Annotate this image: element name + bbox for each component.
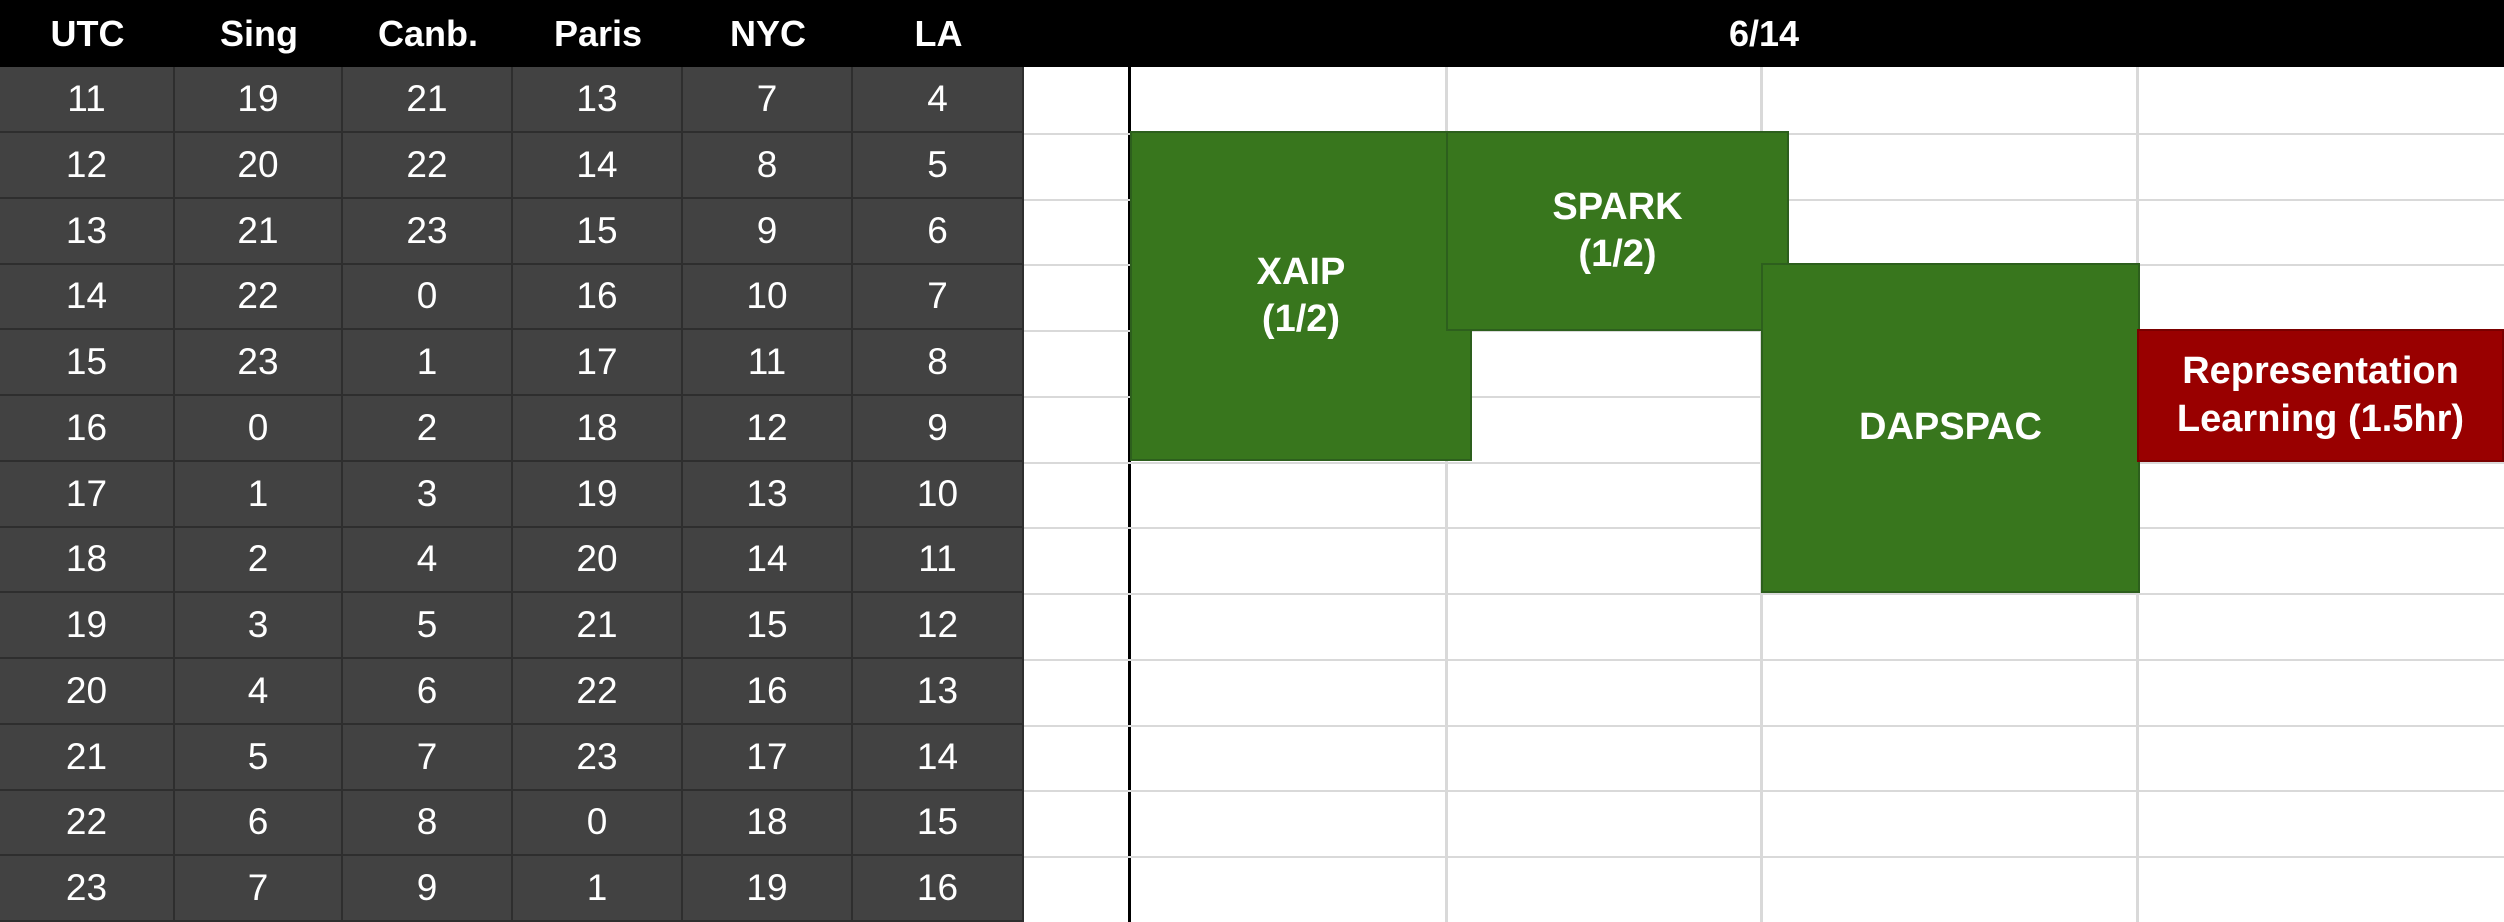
time-cell-nyc: 16 <box>683 659 853 725</box>
time-cell-la: 9 <box>853 396 1024 462</box>
time-cell-sing: 0 <box>175 396 343 462</box>
time-cell-utc: 22 <box>0 790 175 856</box>
time-cell-sing: 3 <box>175 593 343 659</box>
time-cell-canberra: 21 <box>343 67 513 133</box>
time-cell-paris: 17 <box>513 330 683 396</box>
time-cell-paris: 14 <box>513 133 683 199</box>
time-cell-la: 14 <box>853 725 1024 791</box>
header-date: 6/14 <box>1728 12 1800 54</box>
time-cell-utc: 18 <box>0 527 175 593</box>
time-cell-canberra: 1 <box>343 330 513 396</box>
header-canberra: Canb. <box>377 12 478 54</box>
time-cell-paris: 23 <box>513 725 683 791</box>
grid-row-line <box>1024 659 2504 661</box>
time-cell-utc: 21 <box>0 725 175 791</box>
time-cell-nyc: 19 <box>683 856 853 922</box>
time-cell-canberra: 8 <box>343 790 513 856</box>
time-cell-la: 8 <box>853 330 1024 396</box>
time-cell-nyc: 18 <box>683 790 853 856</box>
time-cell-sing: 4 <box>175 659 343 725</box>
time-cell-paris: 16 <box>513 264 683 330</box>
time-cell-utc: 11 <box>0 67 175 133</box>
time-cell-utc: 20 <box>0 659 175 725</box>
header-sing: Sing <box>220 12 298 54</box>
header-nyc: NYC <box>729 12 806 54</box>
time-cell-sing: 21 <box>175 199 343 265</box>
event-dapspac[interactable]: DAPSPAC <box>1761 263 2140 593</box>
time-cell-utc: 17 <box>0 462 175 528</box>
time-cell-nyc: 11 <box>683 330 853 396</box>
time-cell-canberra: 7 <box>343 725 513 791</box>
time-cell-la: 12 <box>853 593 1024 659</box>
time-cell-sing: 19 <box>175 67 343 133</box>
time-cell-canberra: 9 <box>343 856 513 922</box>
time-cell-nyc: 7 <box>683 67 853 133</box>
time-cell-canberra: 6 <box>343 659 513 725</box>
time-cell-sing: 1 <box>175 462 343 528</box>
schedule-grid: XAIP (1/2) SPARK (1/2) DAPSPAC Represent… <box>1024 67 2504 922</box>
grid-row-line <box>1024 725 2504 727</box>
event-spark[interactable]: SPARK (1/2) <box>1446 131 1789 331</box>
time-cell-sing: 5 <box>175 725 343 791</box>
time-cell-nyc: 17 <box>683 725 853 791</box>
time-cell-canberra: 2 <box>343 396 513 462</box>
grid-row-line <box>1024 856 2504 858</box>
time-cell-canberra: 3 <box>343 462 513 528</box>
time-cell-utc: 14 <box>0 264 175 330</box>
time-cell-la: 11 <box>853 527 1024 593</box>
time-cell-paris: 21 <box>513 593 683 659</box>
time-cell-paris: 1 <box>513 856 683 922</box>
time-cell-sing: 6 <box>175 790 343 856</box>
time-cell-canberra: 22 <box>343 133 513 199</box>
time-cell-utc: 15 <box>0 330 175 396</box>
time-cell-la: 15 <box>853 790 1024 856</box>
time-cell-nyc: 12 <box>683 396 853 462</box>
time-cell-sing: 20 <box>175 133 343 199</box>
time-cell-la: 4 <box>853 67 1024 133</box>
time-cell-la: 7 <box>853 264 1024 330</box>
time-cell-utc: 12 <box>0 133 175 199</box>
time-cell-la: 16 <box>853 856 1024 922</box>
time-cell-utc: 23 <box>0 856 175 922</box>
time-cell-paris: 0 <box>513 790 683 856</box>
grid-column-line <box>1128 67 1131 922</box>
time-cell-sing: 2 <box>175 527 343 593</box>
time-cell-utc: 19 <box>0 593 175 659</box>
time-cell-sing: 22 <box>175 264 343 330</box>
time-cell-paris: 13 <box>513 67 683 133</box>
time-cell-paris: 18 <box>513 396 683 462</box>
header-paris: Paris <box>553 12 643 54</box>
time-cell-nyc: 13 <box>683 462 853 528</box>
time-cell-canberra: 0 <box>343 264 513 330</box>
header-la: LA <box>914 12 963 54</box>
header-utc: UTC <box>50 12 125 54</box>
time-cell-sing: 23 <box>175 330 343 396</box>
time-cell-paris: 15 <box>513 199 683 265</box>
time-cell-la: 13 <box>853 659 1024 725</box>
grid-column-line <box>1445 67 1448 922</box>
timezone-table: 11 19 21 13 7 4 12 20 22 14 8 5 13 21 23 15 9 6 14 22 0 16 10 7… <box>0 67 1024 922</box>
time-cell-canberra: 23 <box>343 199 513 265</box>
time-cell-la: 5 <box>853 133 1024 199</box>
time-cell-la: 6 <box>853 199 1024 265</box>
grid-row-line <box>1024 593 2504 595</box>
time-cell-la: 10 <box>853 462 1024 528</box>
time-cell-nyc: 15 <box>683 593 853 659</box>
time-cell-paris: 22 <box>513 659 683 725</box>
time-cell-utc: 13 <box>0 199 175 265</box>
time-cell-nyc: 8 <box>683 133 853 199</box>
event-xaip[interactable]: XAIP (1/2) <box>1130 131 1472 461</box>
time-cell-nyc: 14 <box>683 527 853 593</box>
time-cell-sing: 7 <box>175 856 343 922</box>
time-cell-paris: 19 <box>513 462 683 528</box>
time-cell-canberra: 4 <box>343 527 513 593</box>
time-cell-paris: 20 <box>513 527 683 593</box>
event-representation-learning[interactable]: Representation Learning (1.5hr) <box>2137 329 2504 462</box>
grid-row-line <box>1024 790 2504 792</box>
time-cell-canberra: 5 <box>343 593 513 659</box>
time-cell-utc: 16 <box>0 396 175 462</box>
time-cell-nyc: 9 <box>683 199 853 265</box>
time-cell-nyc: 10 <box>683 264 853 330</box>
